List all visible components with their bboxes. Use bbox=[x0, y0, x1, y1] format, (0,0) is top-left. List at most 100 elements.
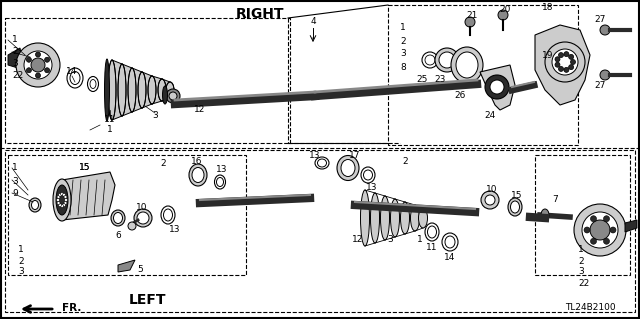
Circle shape bbox=[485, 75, 509, 99]
Ellipse shape bbox=[428, 226, 436, 238]
Bar bbox=[8, 155, 246, 275]
Circle shape bbox=[610, 227, 616, 233]
Circle shape bbox=[545, 42, 585, 82]
Text: 13: 13 bbox=[309, 151, 321, 160]
Text: 13: 13 bbox=[366, 183, 378, 192]
Circle shape bbox=[35, 73, 40, 78]
Ellipse shape bbox=[541, 209, 549, 221]
Ellipse shape bbox=[56, 185, 68, 215]
Text: 16: 16 bbox=[191, 158, 203, 167]
Text: 3: 3 bbox=[18, 268, 24, 277]
Circle shape bbox=[65, 198, 67, 202]
Ellipse shape bbox=[163, 209, 173, 221]
Text: 12: 12 bbox=[352, 235, 364, 244]
Polygon shape bbox=[112, 60, 170, 120]
Circle shape bbox=[600, 70, 610, 80]
Circle shape bbox=[166, 89, 180, 103]
Text: 2: 2 bbox=[160, 159, 166, 167]
Circle shape bbox=[498, 10, 508, 20]
Polygon shape bbox=[625, 220, 637, 232]
Circle shape bbox=[584, 227, 590, 233]
Text: 10: 10 bbox=[486, 186, 498, 195]
Text: 4: 4 bbox=[310, 18, 316, 26]
Ellipse shape bbox=[29, 198, 41, 212]
Text: 1: 1 bbox=[18, 246, 24, 255]
Circle shape bbox=[63, 193, 65, 196]
Text: FR.: FR. bbox=[62, 303, 81, 313]
Ellipse shape bbox=[511, 201, 520, 213]
Ellipse shape bbox=[166, 82, 174, 98]
Ellipse shape bbox=[111, 210, 125, 226]
Text: 21: 21 bbox=[467, 11, 477, 20]
Circle shape bbox=[26, 68, 31, 73]
Ellipse shape bbox=[214, 175, 225, 189]
Text: 10: 10 bbox=[136, 204, 148, 212]
Text: 22: 22 bbox=[578, 278, 589, 287]
Text: 7: 7 bbox=[552, 196, 558, 204]
Ellipse shape bbox=[108, 60, 116, 120]
Text: 1: 1 bbox=[12, 164, 18, 173]
Ellipse shape bbox=[360, 190, 369, 246]
Ellipse shape bbox=[189, 164, 207, 186]
Ellipse shape bbox=[381, 196, 390, 240]
Ellipse shape bbox=[337, 155, 359, 181]
Ellipse shape bbox=[90, 79, 96, 88]
Text: 3: 3 bbox=[387, 235, 393, 244]
Text: 2: 2 bbox=[18, 256, 24, 265]
Bar bbox=[535, 155, 630, 275]
Text: 25: 25 bbox=[416, 76, 428, 85]
Circle shape bbox=[574, 204, 626, 256]
Polygon shape bbox=[535, 25, 590, 105]
Circle shape bbox=[568, 54, 573, 59]
Ellipse shape bbox=[163, 86, 168, 104]
Ellipse shape bbox=[410, 205, 419, 231]
Circle shape bbox=[64, 196, 67, 198]
Polygon shape bbox=[480, 65, 515, 110]
Text: 3: 3 bbox=[12, 176, 18, 186]
Ellipse shape bbox=[53, 179, 71, 221]
Ellipse shape bbox=[148, 76, 156, 104]
Text: 13: 13 bbox=[216, 166, 228, 174]
Circle shape bbox=[591, 238, 596, 244]
Circle shape bbox=[564, 52, 569, 56]
Text: 24: 24 bbox=[484, 110, 495, 120]
Circle shape bbox=[582, 212, 618, 248]
Circle shape bbox=[57, 202, 60, 204]
Circle shape bbox=[422, 52, 438, 68]
Circle shape bbox=[485, 195, 495, 205]
Circle shape bbox=[16, 43, 60, 87]
Ellipse shape bbox=[508, 198, 522, 216]
Circle shape bbox=[61, 192, 63, 196]
Ellipse shape bbox=[419, 208, 428, 228]
Circle shape bbox=[490, 80, 504, 94]
Ellipse shape bbox=[425, 223, 439, 241]
Ellipse shape bbox=[118, 64, 126, 116]
Circle shape bbox=[134, 209, 152, 227]
Text: 3: 3 bbox=[400, 49, 406, 58]
Text: 23: 23 bbox=[435, 76, 445, 85]
Circle shape bbox=[128, 222, 136, 230]
Text: 1: 1 bbox=[12, 35, 18, 44]
Polygon shape bbox=[8, 48, 22, 68]
Text: 2: 2 bbox=[402, 158, 408, 167]
Ellipse shape bbox=[138, 72, 146, 108]
Text: 15: 15 bbox=[79, 162, 91, 172]
Ellipse shape bbox=[113, 212, 122, 224]
Ellipse shape bbox=[31, 201, 38, 210]
Circle shape bbox=[58, 204, 61, 207]
Circle shape bbox=[435, 48, 459, 72]
Text: 27: 27 bbox=[595, 16, 605, 25]
Text: 15: 15 bbox=[79, 162, 91, 172]
Text: 20: 20 bbox=[499, 5, 511, 14]
Text: 3: 3 bbox=[12, 60, 18, 69]
Ellipse shape bbox=[371, 193, 380, 243]
Text: 9: 9 bbox=[12, 189, 18, 198]
Bar bbox=[67, 74, 71, 82]
Circle shape bbox=[570, 60, 575, 64]
Bar bbox=[5, 18, 290, 143]
Circle shape bbox=[600, 25, 610, 35]
Polygon shape bbox=[58, 172, 115, 220]
Text: 11: 11 bbox=[104, 115, 116, 124]
Circle shape bbox=[559, 53, 563, 57]
Text: 3: 3 bbox=[578, 268, 584, 277]
